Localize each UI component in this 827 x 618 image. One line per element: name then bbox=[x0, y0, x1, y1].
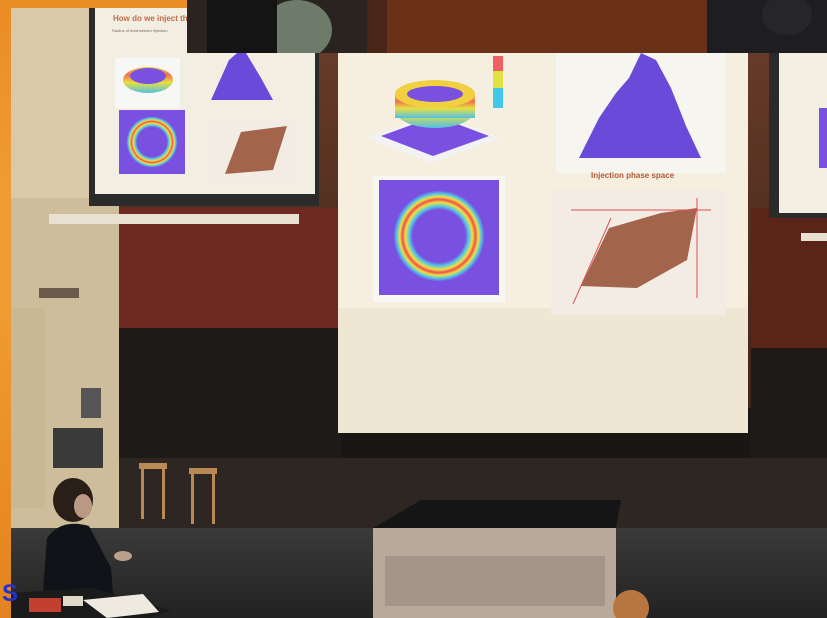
projector-screen-center: Injection phase space bbox=[338, 53, 748, 433]
phase-space-label: Injection phase space bbox=[591, 171, 675, 180]
cart bbox=[53, 428, 103, 468]
lecture-hall-photo: Injection phase space bbox=[11, 8, 827, 618]
projector-screen-right bbox=[769, 48, 827, 241]
slide-subtitle: Radius of downstream injection bbox=[112, 28, 168, 33]
slide-title: How do we inject the bbox=[113, 14, 193, 23]
lectern bbox=[373, 500, 621, 618]
stools bbox=[139, 463, 217, 524]
caption-fragment: S bbox=[2, 580, 19, 607]
inset-photo bbox=[187, 0, 827, 53]
